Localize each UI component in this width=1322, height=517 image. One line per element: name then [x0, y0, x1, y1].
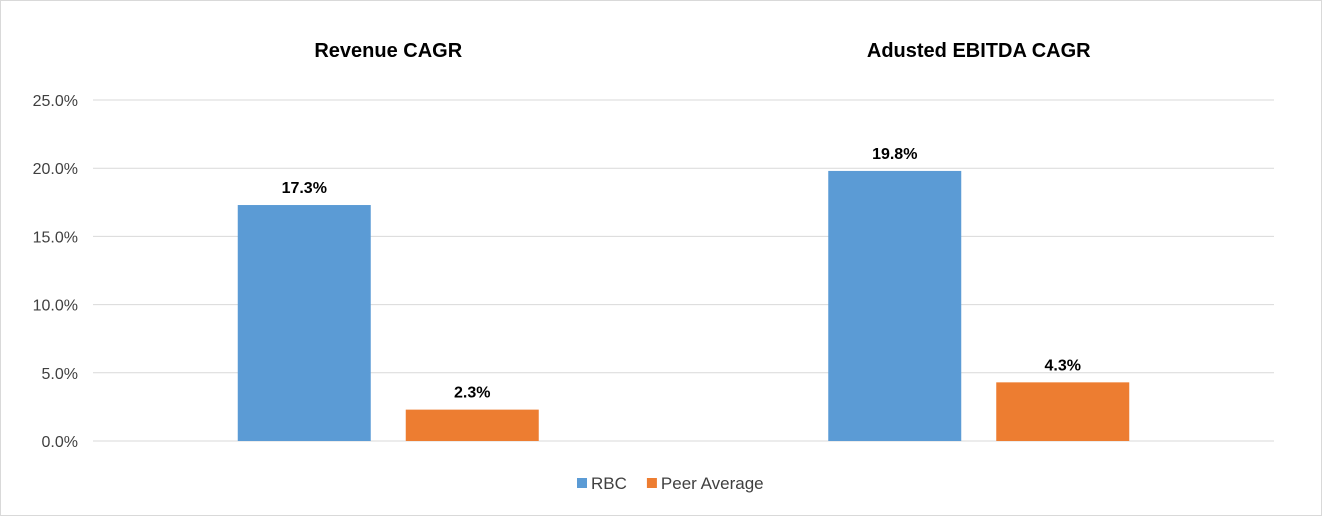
y-tick-label: 15.0% — [33, 229, 78, 246]
bar — [996, 382, 1130, 441]
legend-swatch — [577, 478, 587, 488]
data-label: 17.3% — [282, 180, 327, 197]
y-axis-tick-labels: 0.0% 5.0% 10.0% 15.0% 20.0% 25.0% — [33, 93, 78, 451]
data-label: 19.8% — [872, 146, 917, 163]
data-labels: 17.3% 2.3% 19.8% 4.3% — [282, 146, 1081, 402]
legend-label: RBC — [591, 474, 627, 493]
y-tick-label: 5.0% — [42, 366, 78, 383]
group-titles: Revenue CAGR Adusted EBITDA CAGR — [314, 40, 1091, 62]
bar — [237, 205, 371, 441]
y-tick-label: 20.0% — [33, 161, 78, 178]
bar — [405, 409, 539, 441]
data-label: 2.3% — [454, 385, 490, 402]
category-title: Revenue CAGR — [314, 40, 462, 62]
legend: RBC Peer Average — [577, 474, 764, 493]
y-tick-label: 25.0% — [33, 93, 78, 110]
legend-label: Peer Average — [661, 474, 764, 493]
bar — [828, 170, 962, 442]
y-tick-label: 0.0% — [42, 434, 78, 451]
category-title: Adusted EBITDA CAGR — [867, 40, 1091, 62]
data-label: 4.3% — [1045, 357, 1081, 374]
legend-swatch — [646, 478, 657, 488]
bars — [237, 170, 1130, 442]
y-tick-label: 10.0% — [33, 298, 78, 315]
